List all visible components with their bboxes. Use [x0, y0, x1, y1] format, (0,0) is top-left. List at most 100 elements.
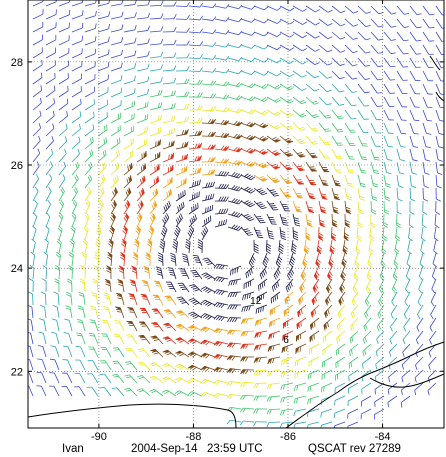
wind-barb [294, 356, 307, 367]
wind-barb [197, 239, 203, 254]
wind-barb [279, 83, 294, 91]
wind-barb [435, 31, 444, 42]
wind-barb [374, 408, 385, 420]
wind-barb [378, 278, 385, 294]
wind-barb [32, 97, 42, 111]
wind-barb [433, 226, 439, 242]
wind-barb [102, 306, 112, 319]
wind-barb [201, 169, 216, 176]
wind-barb [337, 304, 346, 319]
wind-barb [360, 408, 372, 420]
wind-barb [383, 200, 390, 215]
wind-barb [146, 238, 153, 254]
wind-barb [305, 200, 315, 214]
wind-barb [296, 330, 307, 342]
wind-barb [71, 149, 80, 163]
caption-storm: Ivan [62, 443, 84, 455]
wind-barb [390, 317, 398, 332]
wind-barb [331, 5, 346, 14]
wind-barb [307, 382, 320, 392]
wind-barb [96, 225, 102, 241]
wind-barb [368, 239, 374, 255]
wind-barb [421, 226, 426, 242]
wind-barb [188, 311, 203, 319]
wind-barb [214, 94, 230, 100]
wind-barb [188, 297, 203, 306]
wind-barb [370, 187, 378, 202]
wind-barb [58, 98, 69, 111]
wind-barb [391, 291, 398, 307]
wind-barb [404, 291, 411, 307]
wind-barb [331, 161, 342, 173]
wind-barb [107, 251, 113, 267]
wind-barb [370, 96, 382, 107]
wind-barb [58, 212, 64, 228]
wind-barb [200, 339, 216, 346]
wind-barb [383, 70, 396, 81]
wind-barb [331, 70, 345, 80]
wind-barb [318, 148, 330, 159]
wind-barb [188, 130, 203, 137]
wind-barb [421, 213, 427, 229]
wind-barb [94, 251, 100, 267]
wind-barb [357, 31, 371, 41]
wind-barb [422, 18, 435, 29]
wind-barb [174, 390, 190, 397]
wind-barb [125, 347, 138, 358]
wind-barb [82, 238, 88, 254]
wind-barb [165, 281, 177, 293]
wind-barb [64, 318, 73, 332]
wind-barb [162, 213, 170, 228]
wind-barb [45, 225, 50, 241]
wind-barb [313, 265, 320, 281]
lon-label: -84 [375, 431, 391, 443]
wind-barb [227, 146, 243, 153]
wind-barb [67, 278, 73, 293]
wind-barb [84, 212, 90, 228]
wind-barb [187, 338, 203, 345]
wind-barb [44, 238, 49, 254]
wind-barb [110, 37, 124, 46]
wind-barb [149, 38, 164, 46]
wind-barb [51, 331, 60, 345]
wind-barb [240, 369, 255, 375]
wind-barb [188, 28, 204, 34]
wind-barb [333, 421, 346, 428]
wind-barb [402, 343, 411, 358]
wind-barb [188, 155, 202, 163]
wind-barb [331, 44, 346, 53]
wind-barb [418, 278, 424, 294]
wind-barbs [28, 0, 444, 428]
wind-barb [157, 252, 164, 267]
wind-barb [279, 96, 294, 104]
wind-barb [181, 253, 190, 267]
wind-barb [84, 10, 97, 20]
wind-barb [318, 161, 330, 173]
wind-barb [226, 355, 242, 361]
wind-barb [58, 186, 65, 202]
wind-barb [227, 224, 243, 231]
wind-barb [202, 257, 216, 267]
wind-barb [266, 148, 281, 156]
lat-label: 28 [11, 57, 23, 69]
wind-barb [292, 213, 301, 227]
wind-barb [32, 34, 43, 46]
wind-barb [213, 289, 229, 296]
wind-barb [175, 189, 186, 202]
wind-barb [170, 252, 177, 267]
wind-barb [136, 51, 150, 59]
wind-barb [36, 371, 47, 384]
wind-barb [257, 278, 268, 291]
wind-barb [422, 109, 432, 122]
wind-barb [28, 318, 34, 332]
wind-barb [266, 226, 275, 240]
wind-barb [125, 361, 138, 371]
wind-barb [62, 372, 73, 384]
yucatan-coastline [27, 403, 237, 429]
wind-barb [305, 96, 320, 105]
wind-barb [269, 304, 281, 316]
wind-barb [213, 392, 229, 398]
wind-barb [58, 60, 70, 72]
wind-barb [58, 136, 68, 150]
wind-barb [383, 44, 396, 55]
